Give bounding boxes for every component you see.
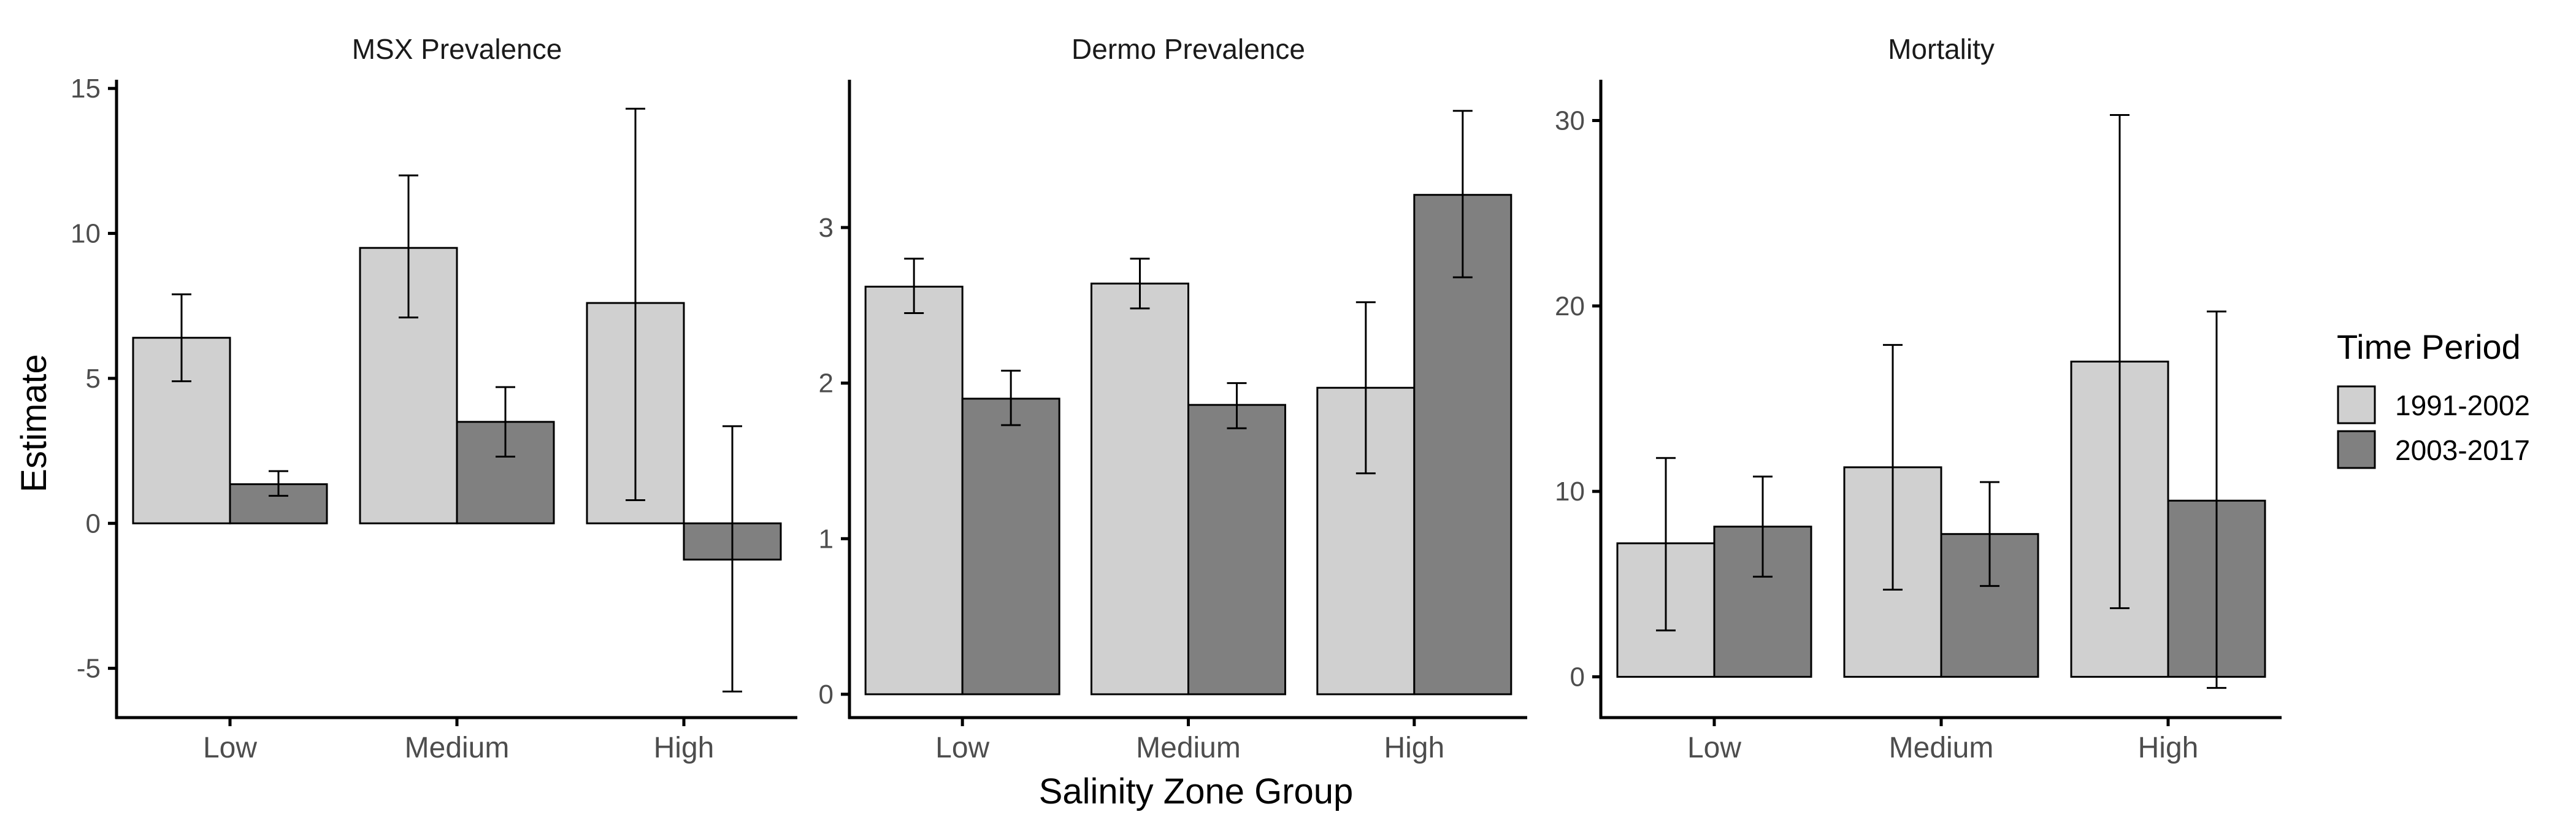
- y-tick-label: 15: [71, 74, 101, 104]
- panel-3: Mortality 0 10 20 30 Low Medium High: [1555, 33, 2282, 764]
- panel-title: Mortality: [1888, 33, 1995, 65]
- x-tick-label: Low: [935, 732, 989, 764]
- y-tick-label: 5: [86, 364, 101, 394]
- y-tick-label: 20: [1555, 291, 1585, 321]
- legend: Time Period 1991-2002 2003-2017: [2337, 328, 2530, 469]
- legend-key-2003-2017: [2337, 430, 2376, 469]
- legend-title: Time Period: [2337, 328, 2521, 366]
- bar-medium-2003-2017: [1187, 404, 1286, 696]
- bar-low-2003-2017: [961, 397, 1060, 696]
- x-tick-label: High: [1384, 732, 1444, 764]
- bar-low-1991-2002: [864, 285, 964, 696]
- y-tick-label: -5: [77, 654, 101, 684]
- x-tick-label: High: [2138, 732, 2199, 764]
- y-tick-label: 30: [1555, 106, 1585, 136]
- y-tick-label: 2: [819, 369, 834, 399]
- y-tick-label: 10: [1555, 477, 1585, 507]
- y-tick-label: 10: [71, 219, 101, 249]
- x-tick-label: Low: [203, 732, 257, 764]
- legend-key-1991-2002: [2337, 385, 2376, 424]
- y-tick-label: 3: [819, 213, 834, 243]
- y-axis-title: Estimate: [14, 354, 54, 493]
- panel-2: Dermo Prevalence 0 1 2 3 Low Medium High: [819, 33, 1527, 764]
- x-tick-label: Medium: [405, 732, 510, 764]
- x-tick-label: High: [654, 732, 715, 764]
- y-tick-label: 0: [1570, 662, 1585, 692]
- x-axis-title: Salinity Zone Group: [1039, 772, 1354, 811]
- panel-1: MSX Prevalence -5 0 5 10 15 Low Medium High: [71, 33, 797, 764]
- bar-medium-1991-2002: [1091, 282, 1189, 696]
- panel-title: Dermo Prevalence: [1071, 33, 1305, 65]
- y-tick-label: 1: [819, 524, 834, 554]
- y-tick-label: 0: [819, 680, 834, 710]
- legend-label-1991-2002: 1991-2002: [2395, 389, 2530, 421]
- y-tick-label: 0: [86, 508, 101, 539]
- panel-title: MSX Prevalence: [352, 33, 562, 65]
- x-tick-label: Low: [1687, 732, 1741, 764]
- legend-label-2003-2017: 2003-2017: [2395, 434, 2530, 466]
- x-tick-label: Medium: [1136, 732, 1241, 764]
- x-tick-label: Medium: [1889, 732, 1994, 764]
